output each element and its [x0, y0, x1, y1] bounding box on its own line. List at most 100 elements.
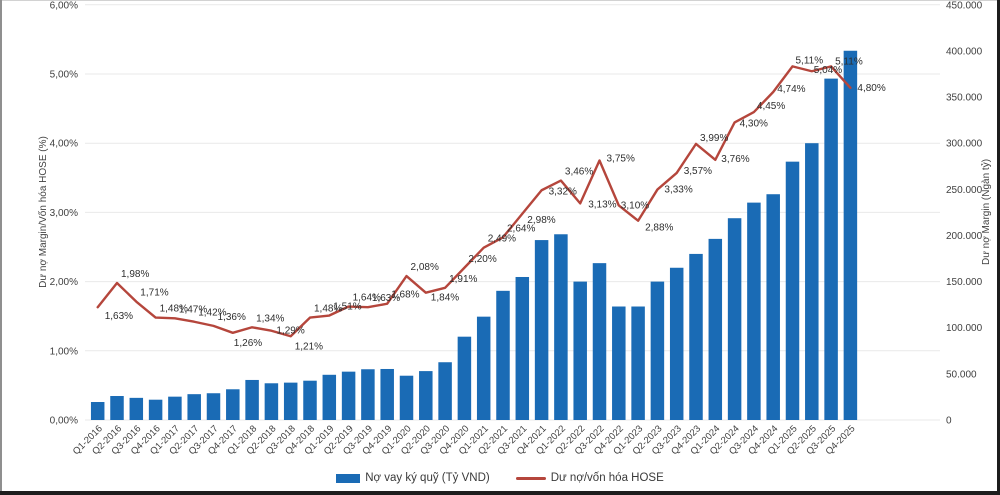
line-point-label: 1,34%	[256, 313, 284, 324]
bar	[669, 267, 684, 420]
line-point-label: 1,63%	[372, 293, 400, 304]
line-point-label: 3,10%	[621, 200, 649, 211]
bar	[245, 379, 259, 420]
line-point-label: 1,84%	[431, 293, 459, 304]
bar	[283, 382, 298, 420]
bar	[631, 306, 645, 420]
bar	[515, 276, 530, 420]
right-tick-label: 150.000	[946, 277, 983, 288]
bar	[785, 161, 800, 421]
bar	[148, 399, 163, 420]
line-point-label: 4,45%	[757, 101, 785, 112]
bar	[457, 336, 472, 420]
right-axis-ticks: 0 50.000 100.000 150.000 200.000 250.000 300.0…	[946, 0, 983, 426]
left-tick-label: 5,00%	[50, 70, 78, 81]
left-axis-title: Dư nợ Margin/Vốn hóa HOSE (%)	[37, 136, 49, 288]
bar	[206, 393, 221, 420]
line-point-label: 1,64%	[353, 293, 381, 304]
bar	[187, 394, 201, 420]
line-point-label: 2,98%	[527, 215, 555, 226]
line-point-label: 4,80%	[857, 83, 885, 94]
line-point-label: 3,76%	[721, 154, 749, 165]
window-edge-top	[0, 0, 1000, 1]
line-point-label: 4,30%	[740, 118, 768, 129]
line-point-label: 5,11%	[835, 56, 863, 67]
right-axis-title: Dư nợ Margin (Ngàn tỷ)	[980, 159, 992, 265]
line-point-label: 1,91%	[449, 274, 477, 285]
line-point-label: 2,64%	[507, 223, 535, 234]
line-point-label: 3,57%	[684, 166, 712, 177]
bar	[843, 50, 858, 420]
line-point-label: 3,33%	[664, 185, 692, 196]
line-point-label: 1,42%	[198, 308, 226, 319]
bar	[534, 240, 549, 420]
bar	[438, 362, 452, 420]
bar	[689, 253, 703, 420]
line-point-label: 1,47%	[179, 304, 207, 315]
legend: Nợ vay ký quỹ (Tỷ VND) Dư nợ/vốn hóa HOS…	[0, 469, 1000, 487]
bar	[226, 389, 240, 420]
line-point-label: 1,48%	[314, 304, 342, 315]
line-point-label: 3,46%	[565, 167, 593, 178]
line-point-label: 2,08%	[411, 262, 439, 273]
bar	[766, 194, 780, 420]
bar	[361, 369, 375, 420]
line-point-label: 5,11%	[796, 55, 824, 66]
right-tick-label: 50.000	[946, 369, 977, 380]
bar	[322, 374, 337, 420]
line-point-label: 3,13%	[588, 199, 616, 210]
line-point-label: 1,29%	[276, 326, 304, 337]
bar	[129, 397, 144, 420]
left-tick-label: 1,00%	[50, 346, 78, 357]
line-point-label: 1,68%	[391, 290, 419, 301]
right-tick-label: 100.000	[946, 323, 983, 334]
bar	[341, 371, 356, 420]
legend-item-line[interactable]: Dư nợ/vốn hóa HOSE	[515, 472, 664, 484]
right-tick-label: 350.000	[946, 93, 983, 104]
bars-series	[90, 50, 858, 421]
line-point-label: 2,49%	[488, 234, 516, 245]
bar	[747, 202, 761, 420]
line-point-label: 5,04%	[814, 65, 842, 76]
line-point-label: 3,99%	[700, 133, 728, 144]
bar	[612, 306, 626, 420]
legend-item-bars[interactable]: Nợ vay ký quỹ (Tỷ VND)	[336, 472, 490, 484]
line-point-label: 1,21%	[295, 341, 323, 352]
line-point-label: 1,51%	[333, 302, 361, 313]
bar	[824, 78, 838, 420]
bar-series-swatch	[336, 473, 361, 483]
bar	[708, 238, 723, 420]
left-tick-label: 2,00%	[50, 277, 78, 288]
line-point-label: 1,36%	[218, 312, 246, 323]
bar	[496, 290, 510, 420]
bar	[727, 218, 742, 420]
bar	[592, 263, 607, 420]
right-tick-label: 300.000	[946, 139, 983, 150]
legend-bar-label: Nợ vay ký quỹ (Tỷ VND)	[365, 472, 490, 484]
right-tick-label: 200.000	[946, 231, 983, 242]
left-axis-ticks: 0,00% 1,00% 2,00% 3,00% 4,00% 5,00% 6,00%	[50, 0, 78, 426]
gridlines	[85, 4, 940, 421]
line-point-label: 1,48%	[160, 304, 188, 315]
bar	[805, 143, 819, 420]
ratio-line	[96, 65, 852, 338]
bar	[399, 375, 414, 420]
legend-line-label: Dư nợ/vốn hóa HOSE	[550, 472, 664, 484]
bar	[380, 368, 394, 420]
x-axis-labels: Q1-2016Q2-2016Q3-2016Q4-2016Q1-2017Q2-20…	[71, 423, 858, 457]
bar	[554, 234, 568, 420]
line-point-label: 2,88%	[645, 223, 673, 234]
line-point-label: 1,71%	[140, 288, 168, 299]
left-tick-label: 4,00%	[50, 139, 78, 150]
bar	[650, 281, 665, 420]
line-point-label: 1,98%	[121, 269, 149, 280]
line-point-label: 2,20%	[468, 254, 496, 265]
right-tick-label: 450.000	[946, 0, 983, 11]
line-point-label: 4,74%	[777, 84, 805, 95]
bar	[264, 383, 279, 420]
left-tick-label: 6,00%	[50, 0, 78, 11]
right-tick-label: 250.000	[946, 185, 983, 196]
bar	[419, 371, 433, 420]
